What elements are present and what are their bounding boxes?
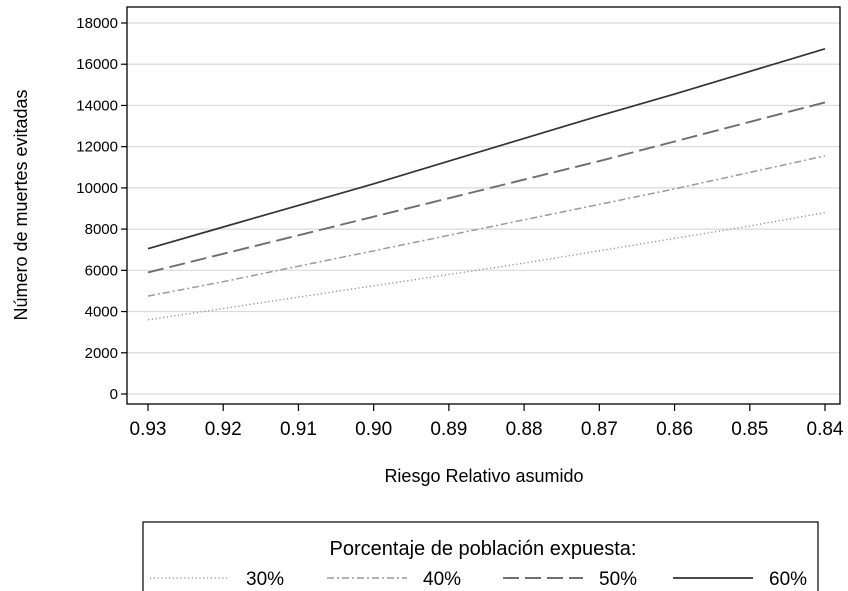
plot-background <box>127 7 840 404</box>
legend-items: 30% 40% 50% 60% <box>150 569 807 590</box>
x-tick-label: 0.90 <box>355 419 392 440</box>
y-tick-label: 8000 <box>85 221 118 238</box>
legend: Porcentaje de población expuesta: 30% 40%… <box>142 521 819 591</box>
legend-label: 60% <box>769 569 807 590</box>
legend-item-40pct: 40% <box>327 569 461 590</box>
x-tick-label: 0.85 <box>731 419 768 440</box>
series-line-40pct <box>147 155 826 297</box>
y-tick-label: 4000 <box>85 304 118 321</box>
legend-label: 30% <box>246 569 284 590</box>
y-axis: 0 2000 4000 6000 8000 10000 12000 14000 16000 180… <box>76 15 127 403</box>
series-lines <box>147 47 826 321</box>
legend-box <box>142 521 819 591</box>
y-tick-label: 18000 <box>76 15 118 32</box>
x-tick-label: 0.91 <box>280 419 317 440</box>
y-tick-label: 14000 <box>76 97 118 114</box>
x-axis-title: Riesgo Relativo asumido <box>384 466 583 486</box>
legend-label: 40% <box>423 569 461 590</box>
y-tick-label: 12000 <box>76 139 118 156</box>
y-tick-label: 16000 <box>76 56 118 73</box>
gridlines <box>127 22 840 395</box>
y-tick-label: 6000 <box>85 262 118 279</box>
x-tick-label: 0.86 <box>656 419 693 440</box>
series-line-60pct <box>147 47 826 250</box>
y-tick-label: 2000 <box>85 345 118 362</box>
x-tick-label: 0.92 <box>205 419 242 440</box>
x-axis: 0.93 0.92 0.91 0.90 0.89 0.88 0.87 0.86 0.85 0.84 <box>130 404 844 440</box>
x-tick-label: 0.87 <box>581 419 618 440</box>
y-tick-label: 0 <box>110 386 118 403</box>
y-tick-label: 10000 <box>76 180 118 197</box>
legend-label: 50% <box>599 569 637 590</box>
legend-item-30pct: 30% <box>150 569 284 590</box>
plot-frame <box>126 6 841 405</box>
legend-item-60pct: 60% <box>673 569 807 590</box>
legend-item-50pct: 50% <box>503 569 637 590</box>
series-line-30pct <box>147 211 826 321</box>
y-axis-title: Número de muertes evitadas <box>11 89 31 320</box>
x-tick-label: 0.88 <box>506 419 543 440</box>
series-line-50pct <box>147 101 826 274</box>
legend-title: Porcentaje de población expuesta: <box>330 538 637 560</box>
x-tick-label: 0.84 <box>807 419 844 440</box>
x-tick-label: 0.93 <box>130 419 167 440</box>
x-tick-label: 0.89 <box>430 419 467 440</box>
